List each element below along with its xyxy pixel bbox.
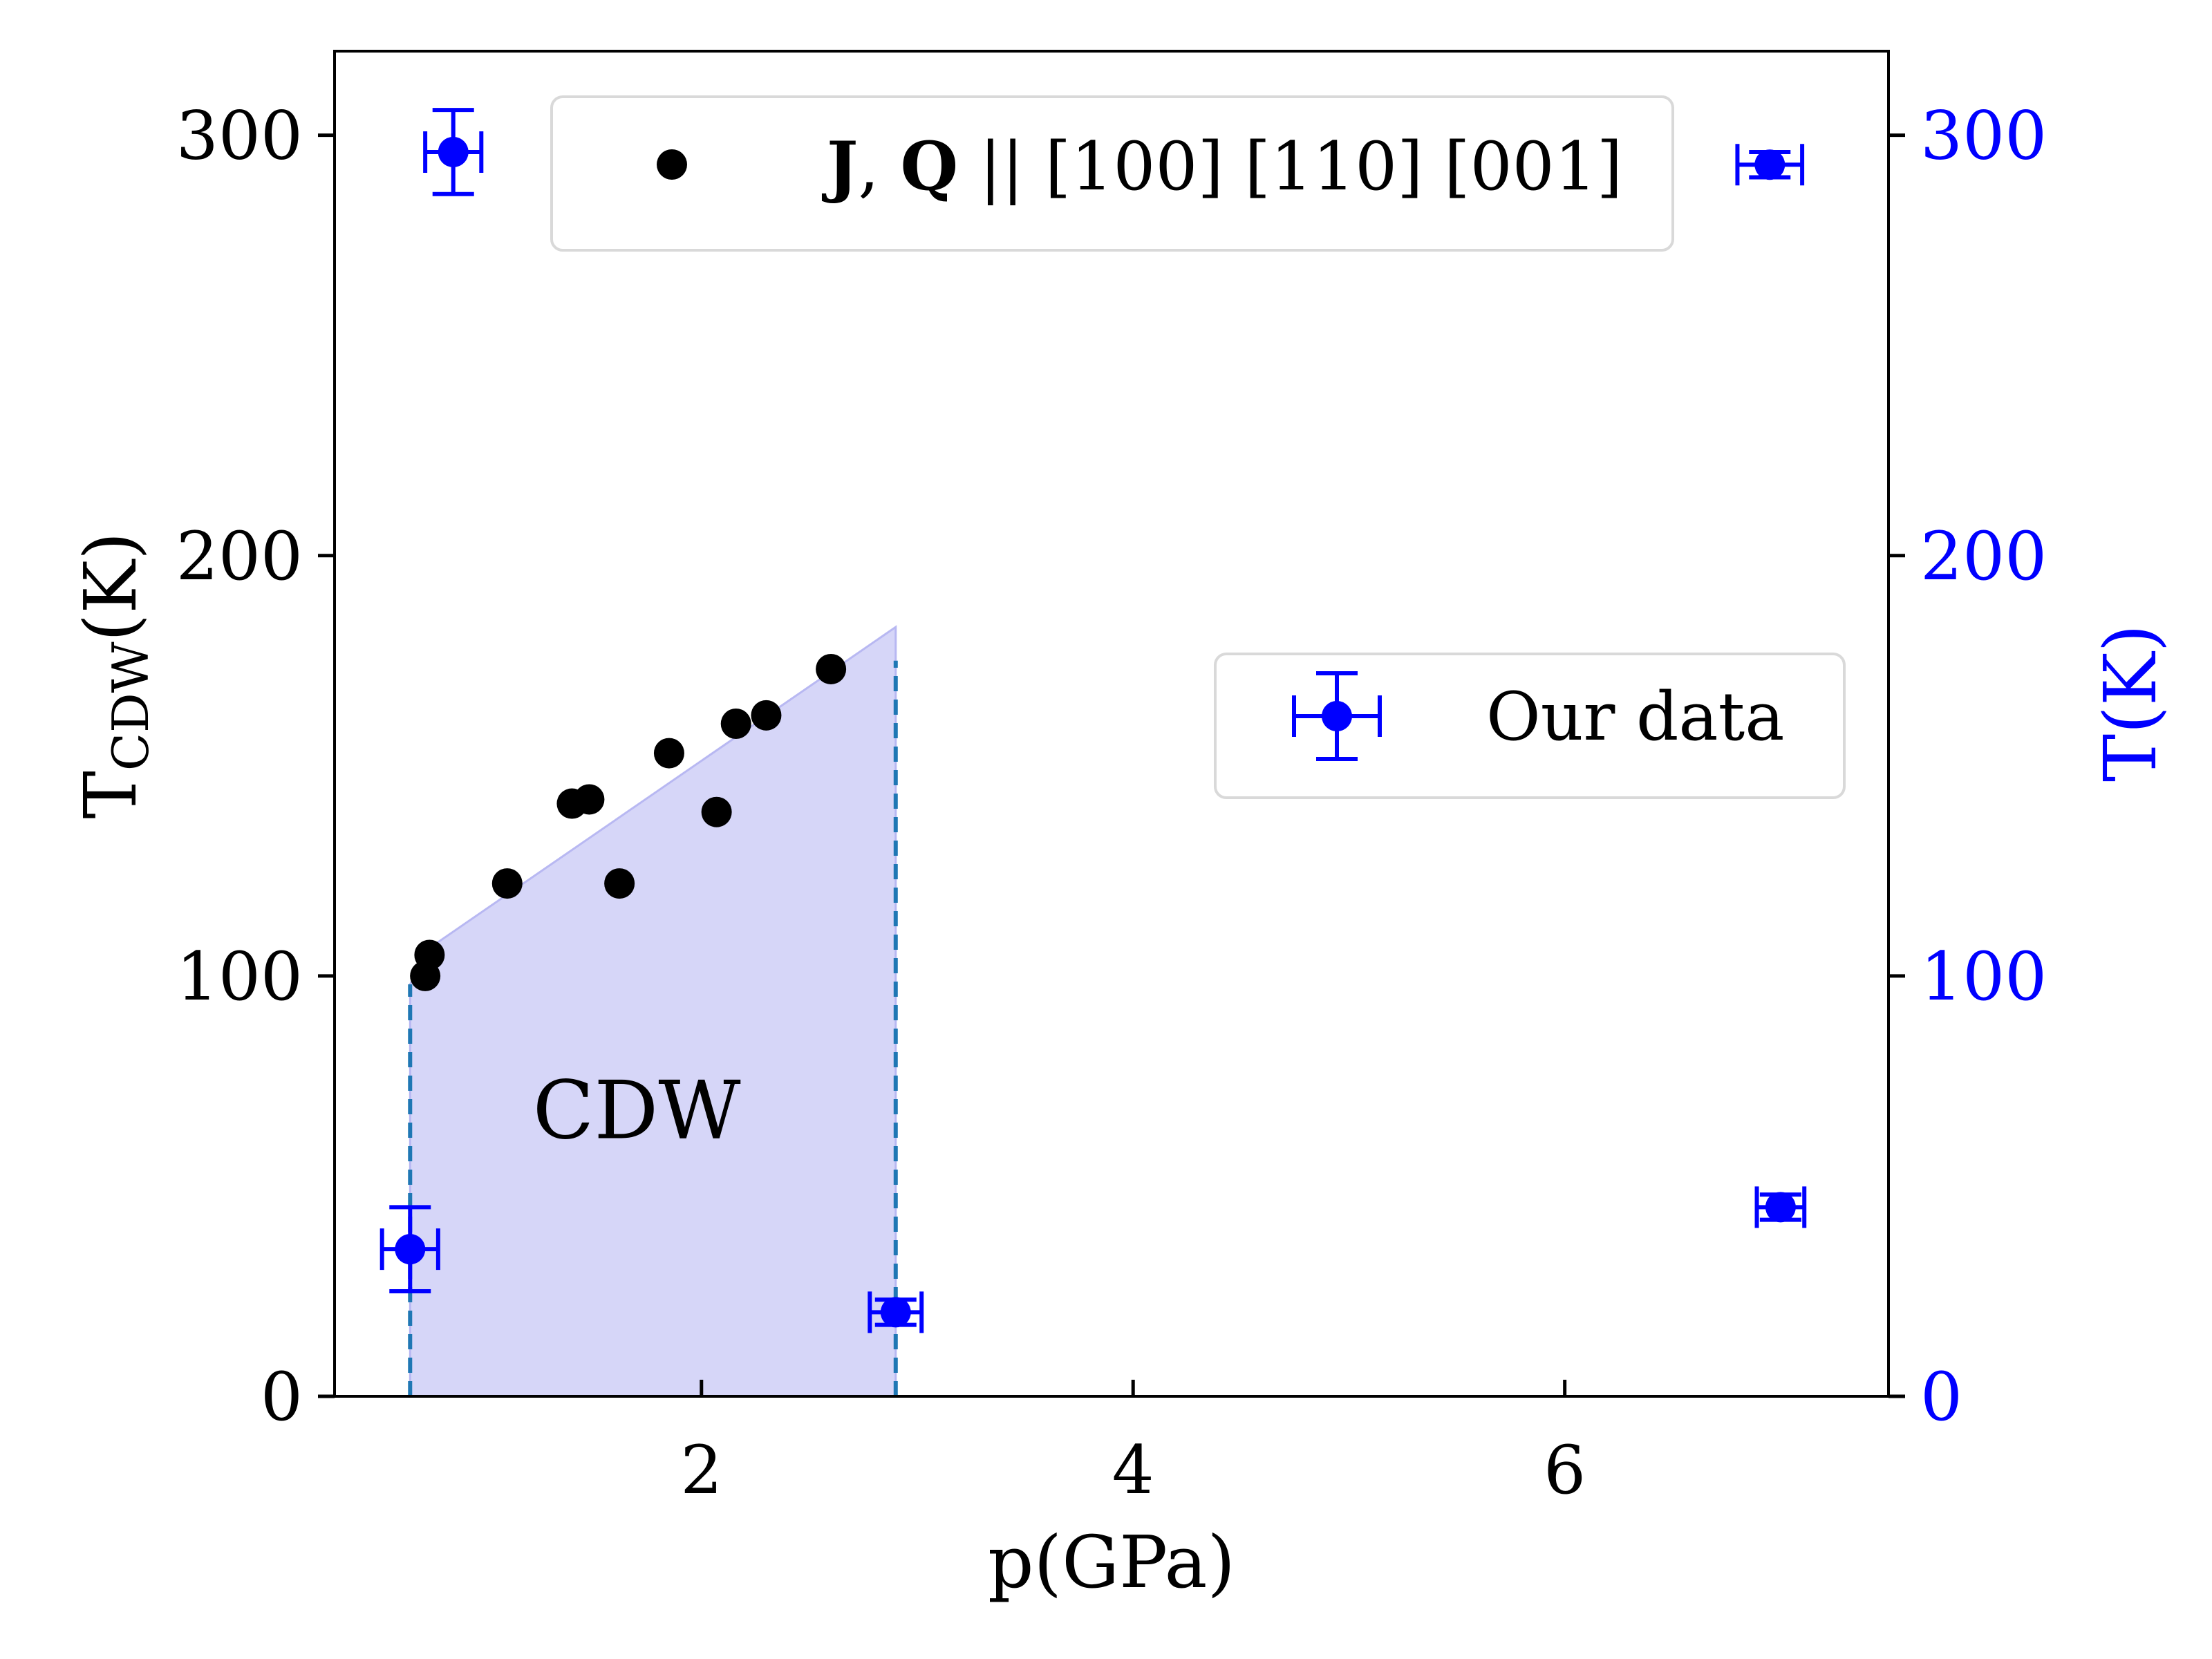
legend-literature-label-sep: , — [858, 128, 900, 205]
our-data-points — [379, 108, 1807, 1333]
legend-literature-box — [550, 95, 1674, 252]
right-y-axis-ticks: 0 100 200 300 — [1888, 97, 2047, 1436]
axes-frame — [333, 50, 1890, 1398]
literature-point-2 — [414, 939, 445, 971]
our-data-point-3 — [868, 1291, 924, 1333]
legend-our-data-label: Our data — [1486, 678, 1784, 756]
right-y-tick-label-0: 0 — [1920, 1358, 1962, 1436]
literature-point-6 — [604, 868, 635, 899]
legend-literature-label-j: J — [821, 127, 858, 205]
x-tick-label-6: 6 — [1544, 1432, 1586, 1509]
left-y-axis-title-unit: (K) — [68, 532, 153, 641]
legend-literature-marker — [657, 149, 687, 180]
cdw-region-label: CDW — [533, 1064, 741, 1157]
our-data-marker-3 — [880, 1297, 911, 1328]
left-y-tick-label-100: 100 — [176, 938, 303, 1015]
literature-point-3 — [491, 868, 523, 899]
legend-our-data-marker — [1292, 671, 1382, 761]
left-y-axis-title-main: T — [68, 771, 153, 818]
legend-our-data: Our data — [1214, 653, 1846, 799]
literature-point-10 — [751, 700, 782, 731]
literature-point-5 — [574, 784, 605, 815]
right-y-tick-label-100: 100 — [1920, 938, 2047, 1015]
left-y-tick-label-0: 0 — [261, 1358, 303, 1436]
x-axis-ticks: 2 4 6 — [680, 1380, 1586, 1509]
legend-literature-label: J, Q || [100] [110] [001] — [821, 127, 1622, 205]
x-tick-label-4: 4 — [1112, 1432, 1154, 1509]
right-y-axis-title: T(K) — [2088, 624, 2173, 782]
our-data-point-4 — [1735, 144, 1805, 186]
our-data-marker-2 — [438, 136, 469, 167]
literature-point-11 — [816, 653, 847, 684]
legend-literature-label-rest: || [100] [110] [001] — [958, 128, 1622, 205]
our-data-point-2 — [423, 108, 484, 196]
left-y-axis-title: TCDW(K) — [68, 532, 160, 818]
literature-data-points — [410, 653, 847, 991]
left-y-tick-label-200: 200 — [176, 518, 303, 595]
legend-literature: J, Q || [100] [110] [001] — [550, 95, 1674, 252]
left-y-axis-title-subscript: CDW — [102, 641, 160, 771]
plot-frame — [333, 50, 1890, 1398]
right-y-tick-label-300: 300 — [1920, 97, 2047, 175]
literature-point-9 — [720, 709, 751, 739]
annotation-layer: CDW — [533, 1064, 741, 1157]
x-axis-title: p(GPa) — [988, 1520, 1235, 1604]
left-y-axis-ticks: 0 100 200 300 — [176, 97, 335, 1436]
literature-point-8 — [701, 796, 732, 827]
our-data-marker-4 — [1754, 149, 1785, 180]
our-data-point-1 — [379, 1205, 440, 1293]
right-y-tick-label-200: 200 — [1920, 518, 2047, 595]
legend-our-data-box — [1214, 653, 1846, 799]
cdw-boundary-dashed-lines — [408, 660, 898, 1396]
literature-point-7 — [653, 738, 684, 769]
legend-literature-label-q: Q — [900, 127, 958, 205]
our-data-marker-1 — [395, 1234, 426, 1265]
our-data-marker-5 — [1765, 1192, 1796, 1223]
x-tick-label-2: 2 — [680, 1432, 722, 1509]
our-data-point-5 — [1754, 1186, 1807, 1228]
left-y-tick-label-300: 300 — [176, 97, 303, 175]
